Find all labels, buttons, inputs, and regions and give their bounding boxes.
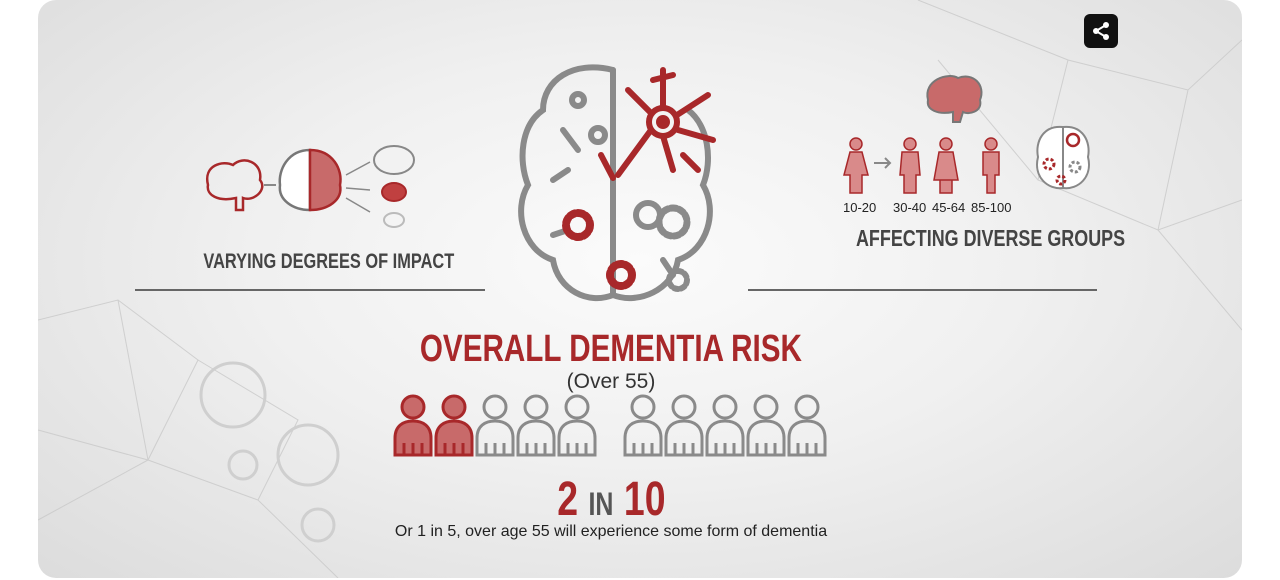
- person-icon: [516, 394, 556, 457]
- network-background: [38, 0, 1242, 578]
- main-title: OVERALL DEMENTIA RISK: [419, 328, 803, 370]
- person-icon: [705, 394, 745, 457]
- divider-left: [135, 289, 485, 291]
- person-icon: [664, 394, 704, 457]
- stat-description: Or 1 in 5, over age 55 will experience s…: [394, 523, 828, 540]
- stat-in: IN: [588, 486, 614, 522]
- central-brain-icon: [518, 64, 716, 302]
- main-subtitle: (Over 55): [566, 370, 656, 393]
- person-icon-affected: [393, 394, 433, 457]
- share-button[interactable]: [1084, 14, 1118, 48]
- person-icon: [746, 394, 786, 457]
- brain-impact-illustration: [205, 145, 415, 228]
- infographic-card: VARYING DEGREES OF IMPACT: [38, 0, 1242, 578]
- divider-right: [748, 289, 1097, 291]
- person-icon: [475, 394, 515, 457]
- people-pictogram: [393, 394, 827, 457]
- age-label: 10-20: [843, 200, 877, 215]
- stat-total: 10: [623, 473, 666, 526]
- age-label: 85-100: [971, 200, 1012, 215]
- share-icon: [1093, 22, 1109, 40]
- brain-icon: [926, 75, 983, 123]
- person-icon: [557, 394, 597, 457]
- stat-number: 2: [556, 473, 578, 526]
- age-label: 30-40: [893, 200, 927, 215]
- age-label: 45-64: [932, 200, 966, 215]
- left-caption: VARYING DEGREES OF IMPACT: [203, 250, 455, 273]
- right-caption: AFFECTING DIVERSE GROUPS: [855, 225, 1126, 251]
- person-icon: [787, 394, 827, 457]
- person-icon-affected: [434, 394, 474, 457]
- brain-gears-small-icon: [1036, 125, 1090, 190]
- person-icon: [623, 394, 663, 457]
